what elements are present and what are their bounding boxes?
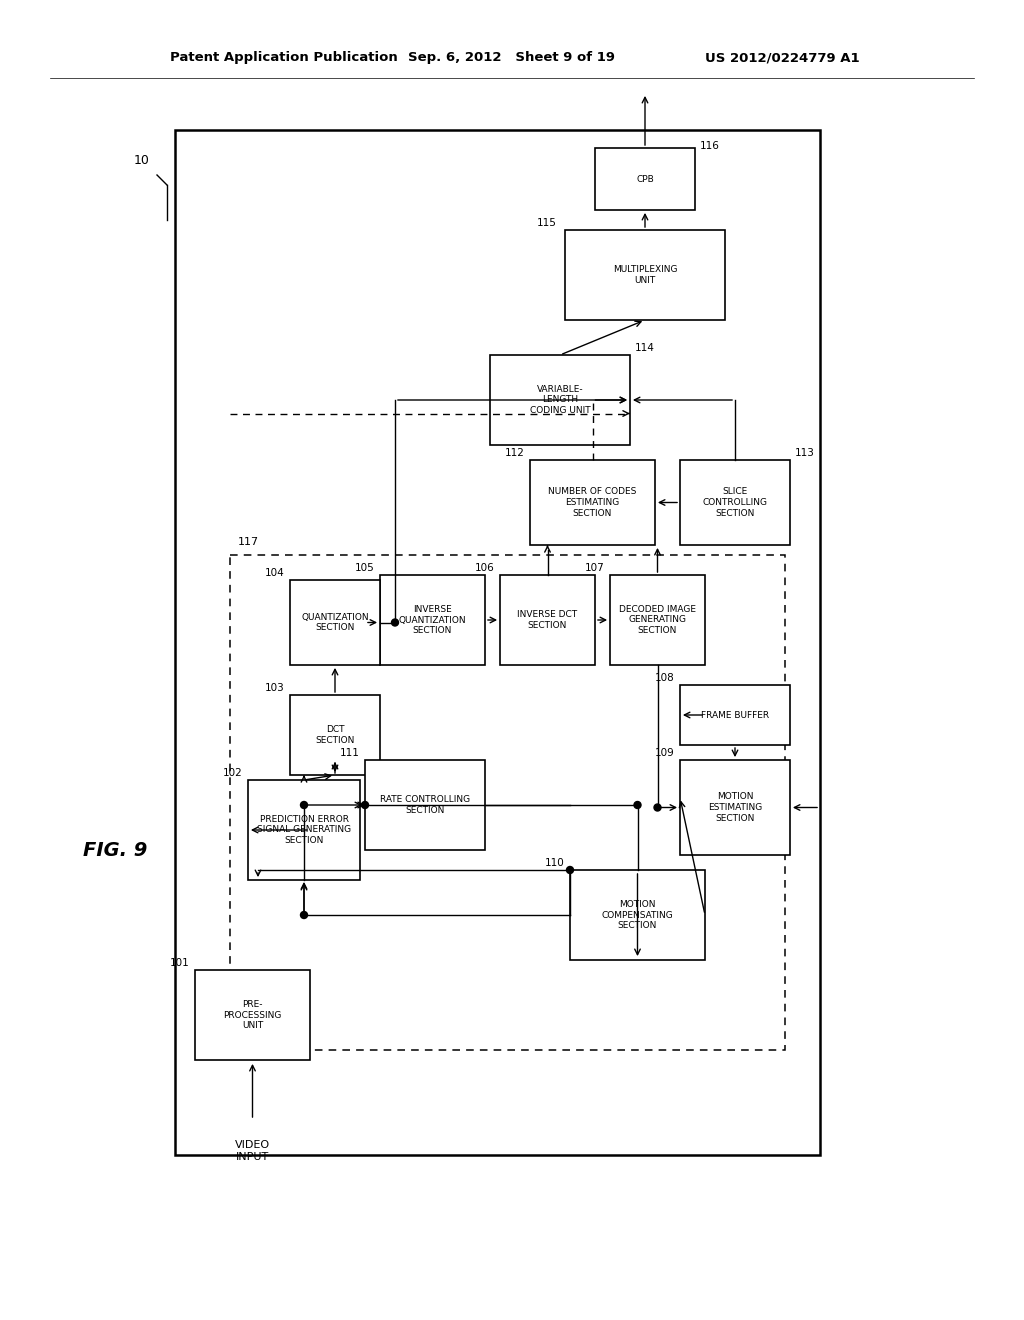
Text: 116: 116 bbox=[700, 141, 720, 150]
Text: 101: 101 bbox=[170, 958, 190, 968]
Text: 112: 112 bbox=[505, 447, 525, 458]
Text: 108: 108 bbox=[655, 673, 675, 682]
Text: 104: 104 bbox=[265, 568, 285, 578]
Text: FIG. 9: FIG. 9 bbox=[83, 841, 147, 859]
Text: Patent Application Publication: Patent Application Publication bbox=[170, 51, 397, 65]
Bar bbox=[230, 554, 785, 1049]
Text: 102: 102 bbox=[223, 768, 243, 777]
Bar bbox=[595, 148, 695, 210]
Bar bbox=[380, 576, 485, 665]
Text: 114: 114 bbox=[635, 343, 655, 352]
Text: 105: 105 bbox=[355, 564, 375, 573]
Text: Sep. 6, 2012   Sheet 9 of 19: Sep. 6, 2012 Sheet 9 of 19 bbox=[409, 51, 615, 65]
Text: 113: 113 bbox=[795, 447, 815, 458]
Text: MULTIPLEXING
UNIT: MULTIPLEXING UNIT bbox=[612, 265, 677, 285]
Bar bbox=[365, 760, 485, 850]
Text: NUMBER OF CODES
ESTIMATING
SECTION: NUMBER OF CODES ESTIMATING SECTION bbox=[548, 487, 637, 517]
Bar bbox=[290, 696, 380, 775]
Text: 103: 103 bbox=[265, 682, 285, 693]
Bar bbox=[490, 355, 630, 445]
Text: PREDICTION ERROR
SIGNAL GENERATING
SECTION: PREDICTION ERROR SIGNAL GENERATING SECTI… bbox=[257, 814, 351, 845]
Bar bbox=[248, 780, 360, 880]
Bar bbox=[610, 576, 705, 665]
Text: DECODED IMAGE
GENERATING
SECTION: DECODED IMAGE GENERATING SECTION bbox=[618, 605, 696, 635]
Circle shape bbox=[300, 801, 307, 808]
Text: 110: 110 bbox=[545, 858, 565, 869]
Text: DCT
SECTION: DCT SECTION bbox=[315, 725, 354, 744]
Circle shape bbox=[361, 801, 369, 808]
Bar bbox=[680, 760, 790, 855]
Text: 115: 115 bbox=[538, 218, 557, 228]
Text: INVERSE
QUANTIZATION
SECTION: INVERSE QUANTIZATION SECTION bbox=[398, 605, 466, 635]
Text: MOTION
ESTIMATING
SECTION: MOTION ESTIMATING SECTION bbox=[708, 792, 762, 822]
Text: RATE CONTROLLING
SECTION: RATE CONTROLLING SECTION bbox=[380, 795, 470, 814]
Text: CPB: CPB bbox=[636, 174, 654, 183]
Text: INVERSE DCT
SECTION: INVERSE DCT SECTION bbox=[517, 610, 578, 630]
Circle shape bbox=[654, 804, 662, 810]
Bar bbox=[175, 129, 820, 1155]
Text: FRAME BUFFER: FRAME BUFFER bbox=[701, 710, 769, 719]
Text: VIDEO
INPUT: VIDEO INPUT bbox=[234, 1140, 270, 1162]
Circle shape bbox=[391, 619, 398, 626]
Text: PRE-
PROCESSING
UNIT: PRE- PROCESSING UNIT bbox=[223, 999, 282, 1030]
Bar bbox=[195, 970, 310, 1060]
Bar bbox=[500, 576, 595, 665]
Bar bbox=[290, 579, 380, 665]
Bar bbox=[680, 459, 790, 545]
Text: 109: 109 bbox=[655, 748, 675, 758]
Text: 10: 10 bbox=[134, 153, 150, 166]
Text: SLICE
CONTROLLING
SECTION: SLICE CONTROLLING SECTION bbox=[702, 487, 768, 517]
Text: 106: 106 bbox=[475, 564, 495, 573]
Text: 117: 117 bbox=[238, 537, 259, 546]
Text: MOTION
COMPENSATING
SECTION: MOTION COMPENSATING SECTION bbox=[602, 900, 674, 931]
Text: QUANTIZATION
SECTION: QUANTIZATION SECTION bbox=[301, 612, 369, 632]
Circle shape bbox=[634, 801, 641, 808]
Bar bbox=[570, 870, 705, 960]
Text: 111: 111 bbox=[340, 748, 360, 758]
Bar bbox=[565, 230, 725, 319]
Bar bbox=[680, 685, 790, 744]
Text: VARIABLE-
LENGTH
CODING UNIT: VARIABLE- LENGTH CODING UNIT bbox=[529, 384, 590, 416]
Circle shape bbox=[300, 912, 307, 919]
Text: 107: 107 bbox=[586, 564, 605, 573]
Text: US 2012/0224779 A1: US 2012/0224779 A1 bbox=[706, 51, 860, 65]
Circle shape bbox=[566, 866, 573, 874]
Bar bbox=[530, 459, 655, 545]
